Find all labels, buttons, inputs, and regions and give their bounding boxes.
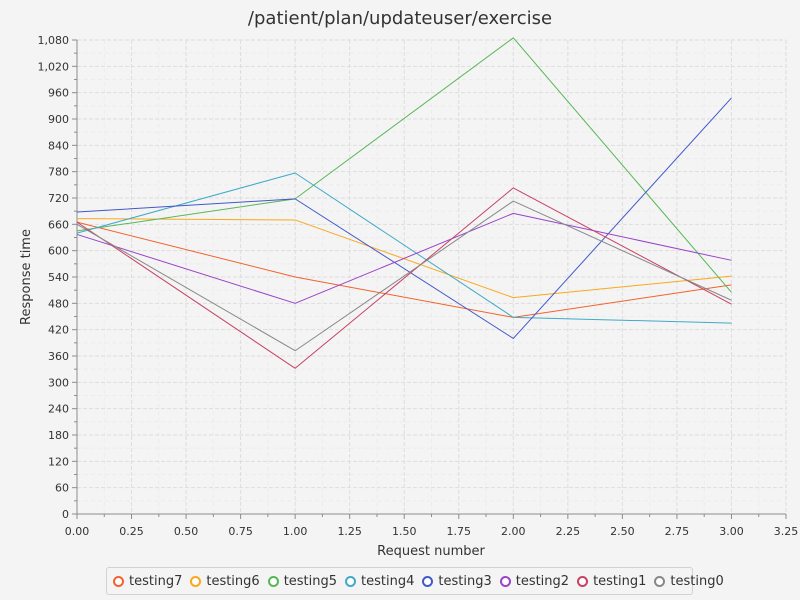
- x-tick-label: 2.75: [665, 525, 690, 538]
- legend-marker-icon: [267, 575, 279, 587]
- y-tick-label: 660: [48, 218, 69, 231]
- legend-marker-icon: [345, 575, 357, 587]
- legend-label: testing0: [670, 573, 724, 589]
- x-tick-label: 1.25: [337, 525, 362, 538]
- y-tick-label: 1,080: [38, 34, 70, 47]
- axes: 0 60 120 180 240 300 360 420 480 540 600 660 720 780 8…: [38, 34, 799, 538]
- legend-item-testing5: testing5: [267, 573, 338, 589]
- legend: testing7 testing6 testing5 testing4 testing3…: [106, 567, 724, 595]
- legend-item-testing7: testing7: [113, 574, 182, 589]
- legend-label: testing1: [593, 573, 647, 589]
- series-line-testing7: [76, 221, 732, 318]
- legend-label: testing7: [129, 573, 183, 589]
- y-tick-label: 420: [48, 324, 69, 337]
- series-line-testing3: [76, 97, 732, 339]
- legend-label: testing4: [361, 573, 415, 589]
- legend-item-testing6: testing6: [190, 573, 260, 589]
- legend-marker-icon: [190, 575, 202, 587]
- y-tick-label: 60: [55, 482, 69, 495]
- x-tick-label: 3.25: [774, 525, 799, 538]
- legend-item-testing1: testing1: [577, 574, 646, 589]
- x-tick-label: 1.50: [392, 525, 417, 538]
- x-tick-label: 2.00: [501, 525, 526, 538]
- legend-item-testing2: testing2: [499, 573, 570, 589]
- legend-label: testing5: [283, 573, 338, 589]
- legend-marker-icon: [577, 575, 589, 587]
- legend-marker-icon: [113, 575, 124, 587]
- y-axis-label: Response time: [19, 229, 34, 325]
- legend-label: testing6: [206, 573, 260, 589]
- legend-label: testing3: [438, 573, 492, 589]
- x-tick-label: 1.75: [447, 525, 472, 538]
- grid-lines: [76, 39, 787, 515]
- y-tick-label: 360: [48, 350, 69, 363]
- chart-title: /patient/plan/updateuser/exercise: [248, 8, 552, 29]
- legend-item-testing3: testing3: [422, 573, 492, 589]
- legend-item-testing0: testing0: [654, 573, 724, 589]
- legend-marker-icon: [499, 575, 511, 587]
- y-tick-label: 480: [48, 297, 69, 310]
- y-tick-label: 240: [48, 403, 69, 416]
- x-tick-label: 0.75: [228, 525, 253, 538]
- y-tick-label: 840: [48, 139, 69, 152]
- x-tick-label: 0.50: [174, 525, 199, 538]
- y-tick-label: 720: [48, 192, 69, 205]
- x-tick-label: 2.25: [556, 525, 581, 538]
- x-tick-label: 1.00: [283, 525, 308, 538]
- x-tick-label: 0.25: [119, 525, 144, 538]
- legend-label: testing2: [515, 573, 570, 589]
- y-tick-label: 300: [48, 376, 69, 389]
- y-tick-label: 600: [48, 245, 69, 258]
- series-line-testing2: [76, 212, 732, 304]
- x-tick-label: 2.50: [610, 525, 635, 538]
- y-tick-label: 960: [48, 87, 69, 100]
- y-tick-label: 1,020: [38, 60, 70, 73]
- series-line-testing4: [76, 172, 732, 324]
- legend-marker-icon: [654, 575, 666, 587]
- series-lines: [76, 37, 732, 369]
- y-tick-label: 780: [48, 166, 69, 179]
- y-tick-label: 0: [62, 508, 69, 521]
- y-tick-label: 900: [48, 113, 69, 126]
- x-tick-label: 3.00: [719, 525, 744, 538]
- y-tick-label: 120: [48, 455, 69, 468]
- y-tick-label: 180: [48, 429, 69, 442]
- series-line-testing1: [76, 187, 732, 369]
- y-tick-label: 540: [48, 271, 69, 284]
- legend-marker-icon: [422, 575, 434, 587]
- series-line-testing0: [76, 200, 732, 352]
- legend-item-testing4: testing4: [345, 574, 414, 589]
- x-axis-label: Request number: [377, 544, 485, 559]
- x-tick-label: 0.00: [65, 525, 90, 538]
- series-line-testing5: [76, 37, 732, 293]
